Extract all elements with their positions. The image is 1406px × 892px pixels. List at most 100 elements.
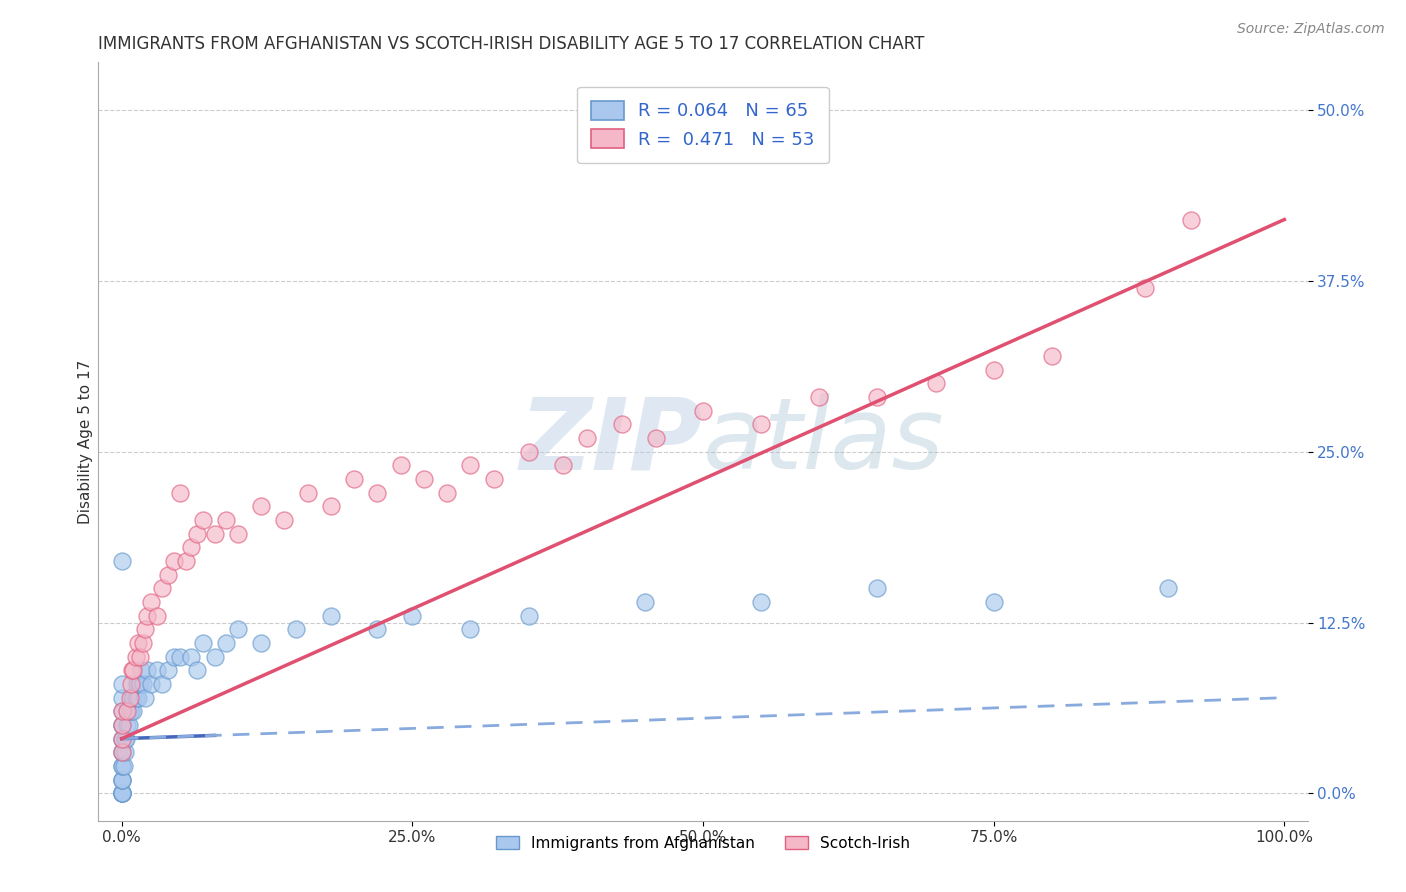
- Point: [1180, 212, 1202, 227]
- Point: [129, 649, 152, 664]
- Point: [111, 786, 134, 800]
- Point: [136, 608, 159, 623]
- Point: [125, 677, 148, 691]
- Text: IMMIGRANTS FROM AFGHANISTAN VS SCOTCH-IRISH DISABILITY AGE 5 TO 17 CORRELATION C: IMMIGRANTS FROM AFGHANISTAN VS SCOTCH-IR…: [98, 35, 925, 53]
- Point: [111, 677, 134, 691]
- Point: [111, 786, 134, 800]
- Point: [204, 649, 226, 664]
- Point: [111, 554, 134, 568]
- Point: [215, 513, 238, 527]
- Point: [808, 390, 831, 404]
- Point: [1040, 349, 1063, 363]
- Point: [131, 664, 153, 678]
- Point: [111, 786, 134, 800]
- Point: [112, 759, 135, 773]
- Point: [401, 608, 423, 623]
- Legend: Immigrants from Afghanistan, Scotch-Irish: Immigrants from Afghanistan, Scotch-Iris…: [488, 828, 918, 858]
- Point: [157, 664, 180, 678]
- Point: [111, 718, 134, 732]
- Point: [111, 690, 134, 705]
- Point: [118, 718, 141, 732]
- Point: [1157, 582, 1180, 596]
- Point: [122, 664, 145, 678]
- Point: [297, 485, 319, 500]
- Point: [111, 745, 134, 759]
- Point: [180, 541, 202, 555]
- Point: [610, 417, 633, 432]
- Point: [131, 677, 153, 691]
- Point: [186, 526, 208, 541]
- Point: [924, 376, 946, 391]
- Point: [285, 623, 308, 637]
- Point: [120, 704, 142, 718]
- Point: [191, 636, 214, 650]
- Point: [163, 554, 186, 568]
- Point: [1133, 281, 1156, 295]
- Point: [482, 472, 505, 486]
- Point: [150, 677, 173, 691]
- Point: [749, 595, 772, 609]
- Point: [111, 704, 134, 718]
- Point: [124, 649, 146, 664]
- Point: [191, 513, 214, 527]
- Point: [692, 404, 714, 418]
- Point: [575, 431, 598, 445]
- Point: [111, 745, 134, 759]
- Point: [111, 759, 134, 773]
- Point: [749, 417, 772, 432]
- Point: [129, 677, 152, 691]
- Point: [553, 458, 575, 473]
- Point: [215, 636, 238, 650]
- Point: [517, 444, 540, 458]
- Point: [139, 595, 162, 609]
- Point: [124, 690, 146, 705]
- Point: [366, 485, 388, 500]
- Point: [180, 649, 202, 664]
- Point: [121, 664, 143, 678]
- Point: [111, 759, 134, 773]
- Text: atlas: atlas: [703, 393, 945, 490]
- Point: [122, 704, 145, 718]
- Point: [436, 485, 458, 500]
- Point: [460, 458, 482, 473]
- Text: ZIP: ZIP: [520, 393, 703, 490]
- Point: [111, 704, 134, 718]
- Point: [117, 704, 139, 718]
- Point: [131, 636, 153, 650]
- Point: [145, 608, 167, 623]
- Point: [111, 731, 134, 746]
- Text: Source: ZipAtlas.com: Source: ZipAtlas.com: [1237, 22, 1385, 37]
- Point: [111, 772, 134, 787]
- Point: [169, 485, 191, 500]
- Point: [118, 704, 141, 718]
- Point: [111, 745, 134, 759]
- Point: [111, 731, 134, 746]
- Point: [343, 472, 366, 486]
- Point: [273, 513, 295, 527]
- Point: [186, 664, 208, 678]
- Point: [634, 595, 657, 609]
- Point: [121, 690, 143, 705]
- Point: [389, 458, 412, 473]
- Point: [134, 690, 156, 705]
- Point: [111, 786, 134, 800]
- Point: [114, 745, 136, 759]
- Point: [117, 718, 139, 732]
- Point: [122, 690, 145, 705]
- Point: [366, 623, 388, 637]
- Point: [111, 731, 134, 746]
- Point: [226, 526, 249, 541]
- Point: [517, 608, 540, 623]
- Point: [136, 664, 159, 678]
- Point: [115, 731, 138, 746]
- Point: [111, 772, 134, 787]
- Point: [169, 649, 191, 664]
- Point: [139, 677, 162, 691]
- Point: [118, 690, 141, 705]
- Point: [111, 786, 134, 800]
- Point: [114, 731, 136, 746]
- Point: [250, 636, 273, 650]
- Point: [111, 772, 134, 787]
- Point: [111, 718, 134, 732]
- Point: [204, 526, 226, 541]
